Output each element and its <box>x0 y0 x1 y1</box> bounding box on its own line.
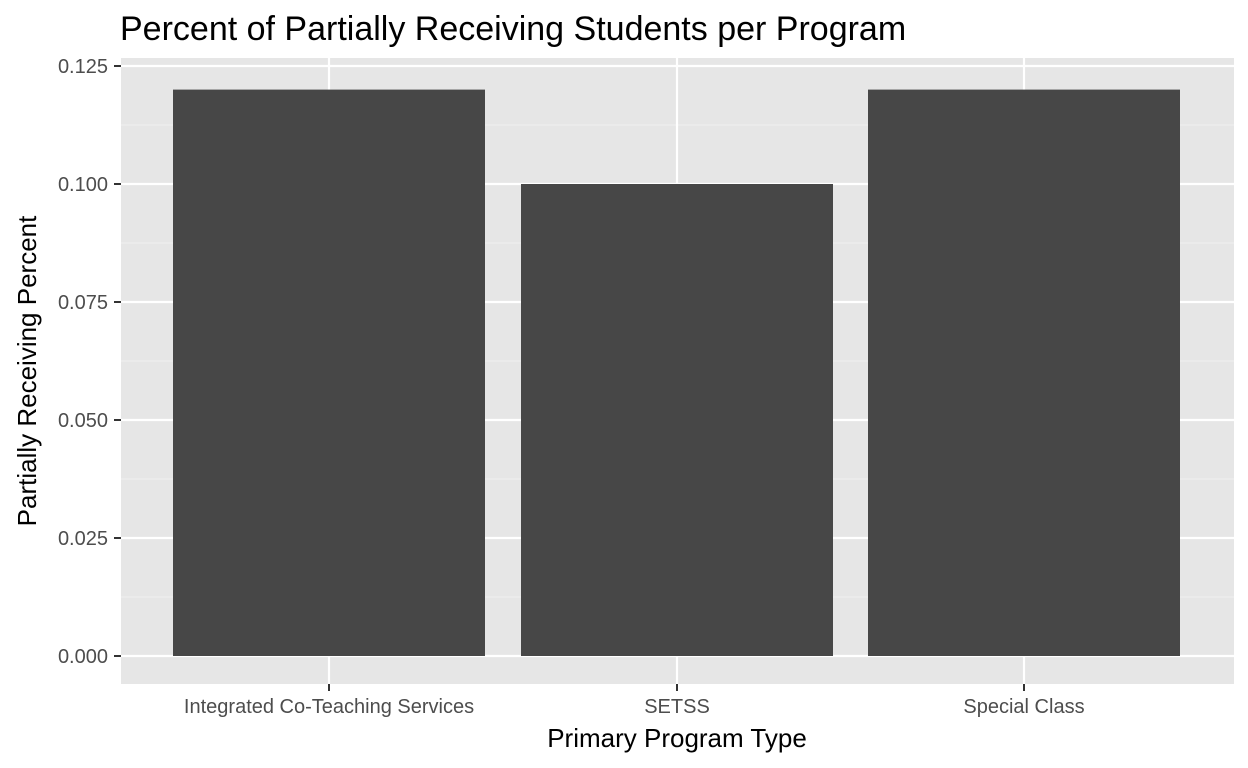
x-tick-label: Special Class <box>963 696 1084 718</box>
x-tick-label: SETSS <box>644 696 710 718</box>
y-tick-label: 0.050 <box>58 410 108 432</box>
bars <box>173 89 1180 657</box>
y-tick-label: 0.075 <box>58 292 108 314</box>
y-tick-label: 0.025 <box>58 528 108 550</box>
y-tick-label: 0.125 <box>58 56 108 78</box>
y-tick-label: 0.100 <box>58 174 108 196</box>
x-tick-label: Integrated Co-Teaching Services <box>184 696 474 718</box>
bar-special-class <box>868 89 1180 657</box>
axes: 0.000 0.025 0.050 0.075 0.100 0.125 Integrated… <box>58 56 1085 718</box>
y-axis-label: Partially Receiving Percent <box>12 215 42 526</box>
x-axis-label: Primary Program Type <box>547 723 807 753</box>
y-tick-label: 0.000 <box>58 646 108 668</box>
chart-title: Percent of Partially Receiving Students … <box>120 10 906 48</box>
bar-setss <box>521 184 833 656</box>
bar-integrated-co-teaching-services <box>173 89 485 657</box>
